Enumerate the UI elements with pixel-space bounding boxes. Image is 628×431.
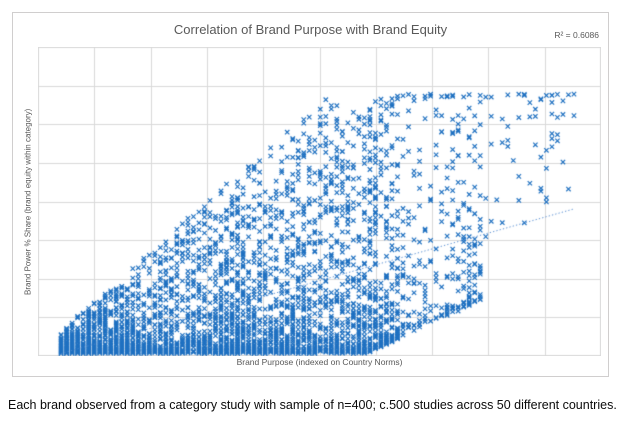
x-axis-title: Brand Purpose (indexed on Country Norms) [236,357,403,367]
r-squared-label: R² = 0.6086 [554,30,599,40]
scatter-canvas [38,47,601,356]
chart-title: Correlation of Brand Purpose with Brand … [173,22,448,37]
chart-frame: Correlation of Brand Purpose with Brand … [12,12,609,377]
y-axis-title: Brand Power % Share (brand equity within… [23,108,33,295]
chart-caption: Each brand observed from a category stud… [8,398,617,412]
